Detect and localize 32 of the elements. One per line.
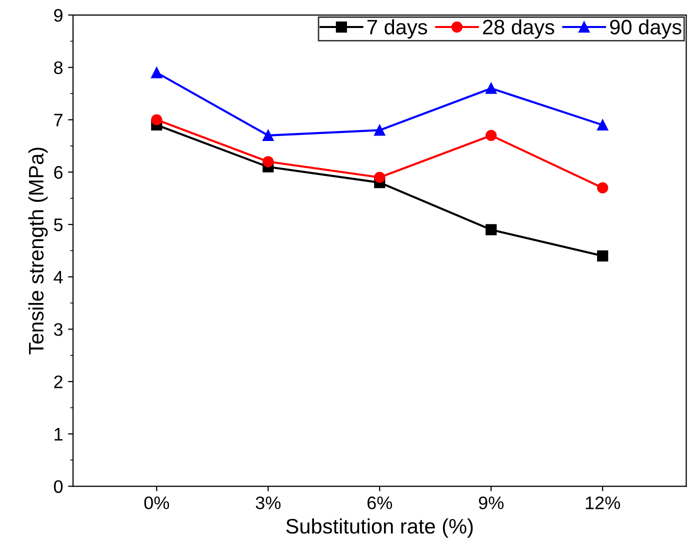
legend-label: 90 days [610,19,682,39]
y-tick-label: 7 [54,114,62,126]
y-axis-title: Tensile strength (MPa) [28,148,48,354]
point [486,130,497,142]
x-tick-label: 12% [586,496,620,510]
point [151,67,162,78]
point [374,172,386,183]
legend-label: 7 days [368,19,428,39]
point [486,224,497,236]
x-tick-label: 0% [144,496,170,510]
y-tick-label: 9 [54,8,62,22]
x-tick-label: 6% [368,496,392,510]
point [374,124,386,136]
y-tick-label: 2 [54,375,62,388]
point [151,114,162,126]
point [262,156,274,168]
x-tick-label: 3% [256,496,281,510]
y-tick-label: 3 [54,323,63,336]
point [262,130,274,142]
x-axis-title: Substitution rate (%) [286,518,473,538]
y-tick-label: 5 [54,218,63,232]
point [486,82,497,94]
y-tick-label: 8 [54,61,63,74]
point [597,250,608,262]
legend-label: 28 days [483,19,554,39]
x-tick-label: 9% [478,496,504,510]
point [597,119,608,131]
point [597,182,608,194]
y-tick-label: 6 [54,166,63,179]
y-tick-label: 1 [54,428,62,440]
y-tick-label: 4 [54,270,63,284]
y-tick-label: 0 [54,480,63,493]
